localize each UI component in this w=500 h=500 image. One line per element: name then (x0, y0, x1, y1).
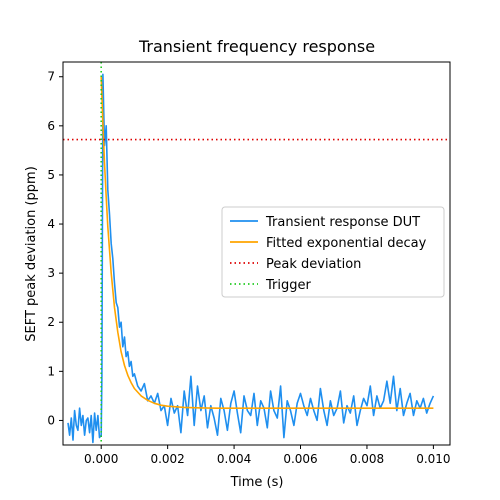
y-tick-label: 4 (47, 217, 55, 231)
y-tick-label: 7 (47, 70, 55, 84)
x-tick-label: 0.010 (416, 452, 450, 466)
legend: Transient response DUT Fitted exponential… (221, 206, 445, 298)
y-tick-label: 2 (47, 315, 55, 329)
legend-label: Peak deviation (266, 257, 361, 272)
y-axis-label: SEFT peak deviation (ppm) (24, 166, 39, 342)
x-tick-label: 0.002 (150, 452, 184, 466)
x-tick-label: 0.008 (350, 452, 384, 466)
y-tick-label: 3 (47, 266, 55, 280)
y-axis: 0 1 2 3 4 5 6 7 (47, 70, 63, 427)
legend-label: Transient response DUT (265, 215, 420, 230)
x-axis: 0.000 0.002 0.004 0.006 0.008 0.010 (84, 445, 451, 466)
chart-title: Transient frequency response (138, 37, 375, 56)
x-tick-label: 0.004 (217, 452, 251, 466)
plot-area (63, 62, 450, 445)
x-axis-label: Time (s) (230, 475, 284, 490)
y-tick-label: 0 (47, 413, 55, 427)
y-tick-label: 6 (47, 119, 55, 133)
legend-label: Fitted exponential decay (266, 236, 427, 251)
x-tick-label: 0.006 (283, 452, 317, 466)
series-fitted-exponential-decay (100, 76, 434, 410)
legend-label: Trigger (265, 278, 311, 293)
y-tick-label: 1 (47, 364, 55, 378)
x-tick-label: 0.000 (84, 452, 118, 466)
plot-frame (62, 61, 451, 446)
y-tick-label: 5 (47, 168, 55, 182)
legend-box (221, 206, 445, 298)
